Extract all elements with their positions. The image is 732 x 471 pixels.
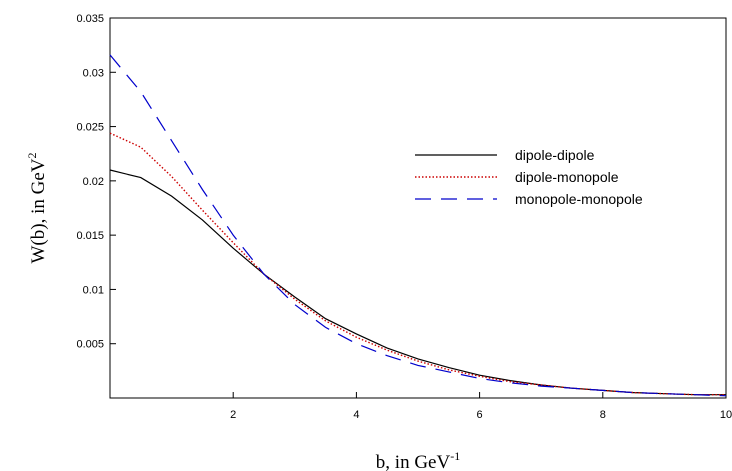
y-axis-title: W(b), in GeV2 — [25, 153, 49, 264]
series-group — [109, 54, 727, 397]
x-tick-label: 6 — [477, 409, 483, 421]
y-axis-title-sup: 2 — [25, 153, 39, 159]
y-tick-label: 0.025 — [76, 122, 104, 134]
axis-ticks: 2 4 6 8 10 0.005 0.01 0.015 0.02 0.025 0.03 0.035 — [76, 13, 732, 421]
plot-frame — [109, 17, 727, 399]
legend-label-1: dipole-dipole — [515, 147, 595, 163]
x-tick-label: 4 — [353, 409, 359, 421]
y-tick-label: 0.035 — [76, 13, 104, 25]
y-tick-label: 0.005 — [76, 339, 104, 351]
legend-label-2: dipole-monopole — [515, 169, 619, 185]
x-tick-label: 8 — [600, 409, 606, 421]
y-axis-title-main: W(b), in GeV — [28, 158, 49, 263]
legend-label-3: monopole-monopole — [515, 191, 643, 207]
y-tick-label: 0.015 — [76, 230, 104, 242]
legend: dipole-dipole dipole-monopole monopole-mon… — [415, 147, 643, 207]
y-tick-label: 0.01 — [83, 284, 104, 296]
x-tick-label: 10 — [720, 409, 732, 421]
series-line-3 — [109, 54, 727, 397]
series-line-2 — [109, 132, 726, 396]
x-axis-title-sup: -1 — [450, 449, 460, 463]
x-axis-title-main: b, in GeV — [376, 452, 451, 471]
x-axis-title: b, in GeV-1 — [376, 449, 460, 471]
y-tick-label: 0.03 — [83, 67, 104, 79]
y-tick-label: 0.02 — [83, 176, 104, 188]
x-tick-label: 2 — [230, 409, 236, 421]
